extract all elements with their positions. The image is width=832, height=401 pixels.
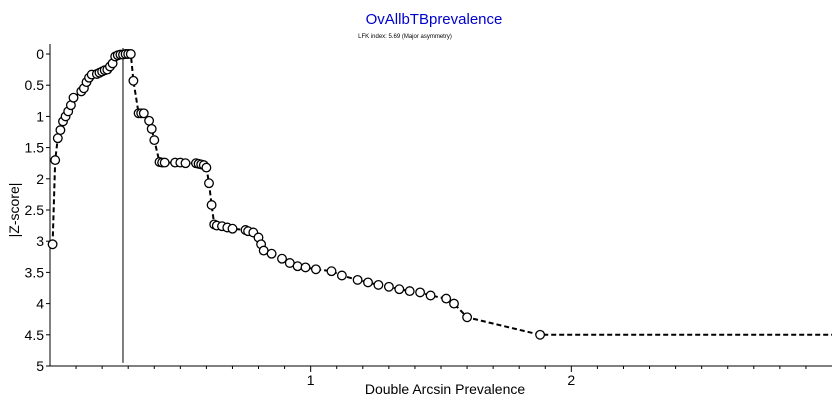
y-tick-label: 1 [36, 108, 44, 124]
x-axis-label: Double Arcsin Prevalence [365, 381, 526, 397]
y-tick-label: 0 [36, 46, 44, 62]
y-tick-label: 2 [36, 171, 44, 187]
data-point [373, 279, 384, 290]
series-curve [51, 53, 832, 336]
data-point [180, 158, 191, 169]
data-point [68, 92, 79, 103]
y-tick-label: 0.5 [25, 77, 45, 93]
y-tick-label: 3 [36, 233, 44, 249]
data-point [363, 277, 373, 288]
data-point [310, 264, 321, 275]
data-point [394, 284, 405, 295]
data-point [425, 290, 436, 301]
data-points-layer [47, 49, 546, 340]
y-tick-label: 4.5 [25, 327, 45, 343]
data-point [535, 329, 546, 340]
data-point [125, 49, 136, 59]
data-point [52, 133, 63, 144]
data-point [128, 75, 139, 86]
data-point [47, 239, 58, 250]
data-point [336, 270, 347, 281]
y-tick-label: 3.5 [25, 264, 45, 280]
data-point [383, 281, 394, 292]
x-tick-label: 2 [567, 372, 575, 388]
y-tick-label: 1.5 [25, 140, 45, 156]
data-point [266, 248, 277, 259]
data-point [277, 253, 287, 264]
data-point [415, 287, 426, 298]
series-curve-layer [51, 53, 832, 336]
data-point [204, 178, 214, 189]
y-axis: 0 0.5 1 1.5 2 2.5 3 3.5 4 4.5 5 [25, 44, 51, 374]
x-tick-label: 1 [307, 372, 315, 388]
data-point [50, 155, 61, 166]
chart-subtitle: LFK index: 5.69 (Major asymmetry) [358, 34, 452, 40]
data-point [149, 135, 160, 146]
data-point [201, 162, 212, 173]
data-point [55, 125, 66, 136]
y-axis-label: |Z-score| [6, 183, 22, 238]
data-point [300, 262, 311, 273]
data-point [292, 261, 303, 272]
data-point [352, 274, 363, 285]
data-point [326, 266, 337, 277]
data-point [441, 293, 452, 304]
data-point [227, 223, 238, 234]
data-point [449, 298, 459, 309]
data-point [462, 312, 473, 323]
data-point [146, 123, 157, 134]
data-point [404, 286, 415, 297]
y-tick-label: 4 [36, 296, 44, 312]
y-tick-label: 2.5 [25, 202, 45, 218]
y-tick-label: 5 [36, 358, 44, 374]
data-point [144, 115, 155, 126]
data-point [138, 108, 149, 119]
data-point [206, 200, 217, 210]
chart-title: OvAllbTBprevalence [366, 11, 503, 28]
data-point [159, 157, 170, 168]
